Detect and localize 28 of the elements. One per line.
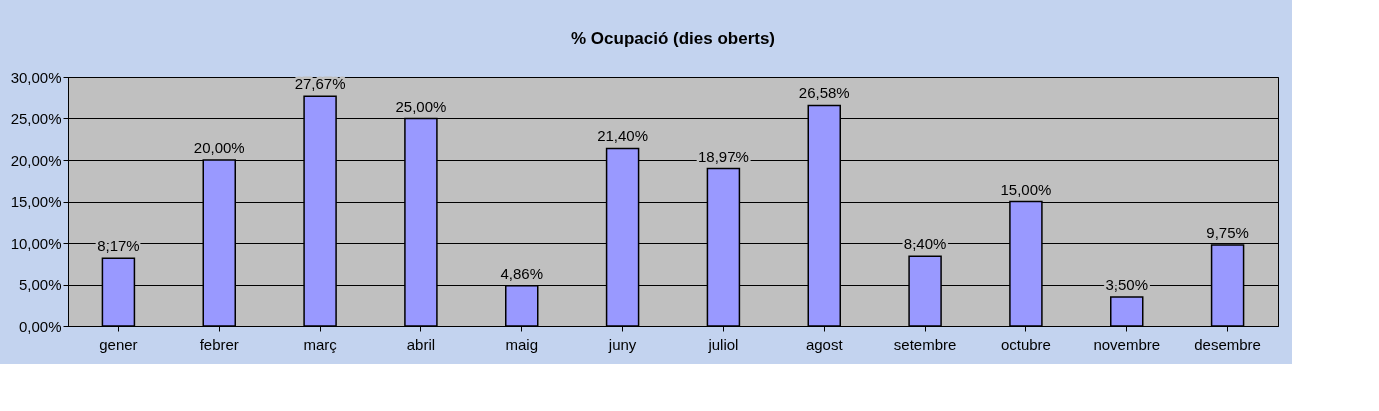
y-tick-label: 10,00% [10,234,62,252]
y-tick-label: 0,00% [18,317,62,335]
x-tick-label: abril [406,335,436,353]
x-tick-label: agost [805,335,844,353]
x-tick-label: juliol [707,335,739,353]
data-label: 21,40% [597,127,649,145]
y-tick-label: 5,00% [18,276,62,293]
data-label: 25,00% [395,97,447,115]
chart-title: % Ocupació (dies oberts) [570,29,776,48]
x-tick-label: febrer [199,335,239,353]
x-tick-label: juny [607,335,637,353]
y-tick-label: 15,00% [10,193,62,210]
data-label: 4,86% [500,264,544,282]
x-tick-label: maig [505,335,539,353]
x-tick-label: desembre [1194,335,1261,353]
y-tick-label: 20,00% [10,151,62,169]
y-tick-label: 25,00% [10,110,62,127]
data-label: 9,75% [1206,224,1249,242]
data-label: 27,67% [294,75,346,93]
x-tick-label: novembre [1093,335,1161,353]
data-label: 20,00% [193,139,245,156]
x-tick-label: gener [99,335,138,353]
data-label: 26,58% [798,84,850,102]
data-label: 15,00% [1000,180,1052,198]
x-tick-label: octubre [1000,335,1051,353]
x-tick-label: setembre [893,335,957,353]
x-tick-label: març [303,335,338,353]
y-tick-label: 30,00% [10,68,62,86]
